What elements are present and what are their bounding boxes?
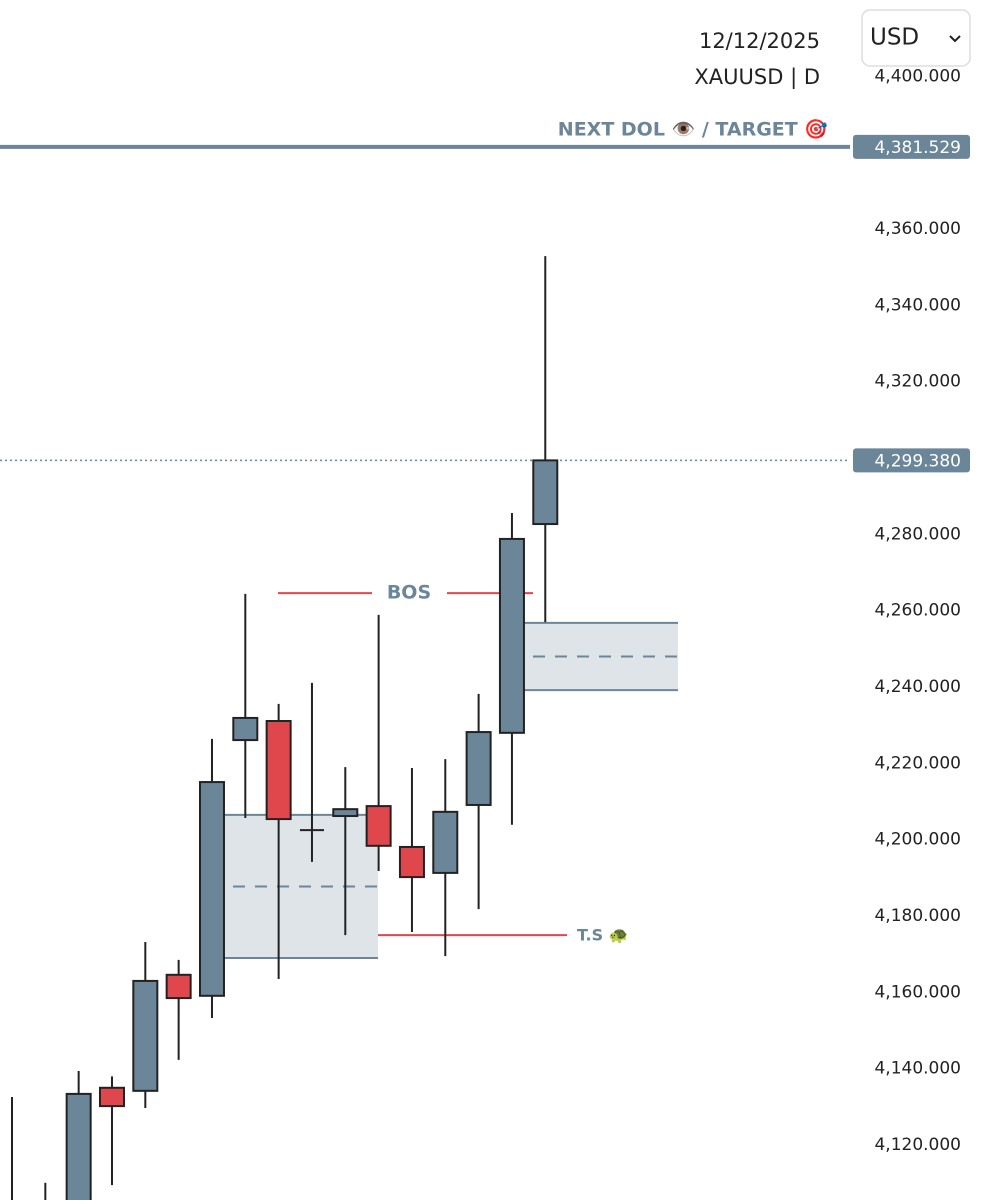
body [198,781,225,997]
bos-label: BOS [387,582,431,604]
price-badge-label: 4,299.380 [874,451,961,471]
select-box[interactable] [861,9,971,67]
y-tick-label: 4,200.000 [874,830,961,850]
body [365,805,392,847]
body [132,979,159,1092]
y-tick-label: 4,320.000 [874,372,961,392]
body [432,810,459,874]
header-bg [600,20,840,95]
price-badge [853,448,970,473]
body [498,537,525,734]
y-tick-label: 4,180.000 [874,906,961,926]
body [332,808,359,818]
y-tick-label: 4,220.000 [874,753,961,773]
y-tick-label: 4,280.000 [874,524,961,544]
ts-label: T.S 🐢 [577,926,629,945]
price-badge [853,134,970,159]
y-tick-label: 4,360.000 [874,219,961,239]
y-tick-label: 4,140.000 [874,1059,961,1079]
y-tick-label: 4,240.000 [874,677,961,697]
body [398,845,425,879]
header: 12/12/2025 XAUUSD | D USD [600,9,971,95]
body [98,1086,125,1108]
body [265,719,292,821]
chevron[interactable] [949,35,961,43]
y-tick-label: 4,160.000 [874,982,961,1002]
currency-select[interactable]: USD [861,9,971,67]
y-tick-label: 4,340.000 [874,295,961,315]
target-label: NEXT DOL 👁️ / TARGET 🎯 [558,118,829,140]
price-axis: 4,400.000 4,360.000 4,340.000 4,320.000 4,28… [853,66,970,1155]
body [65,1092,92,1200]
y-tick-label: 4,400.000 [874,66,961,86]
y-tick-label: 4,260.000 [874,601,961,621]
y-tick-label: 4,120.000 [874,1135,961,1155]
symbol: XAUUSD | D [694,65,820,90]
body [532,459,559,526]
body [165,973,192,1000]
price-badge-label: 4,381.529 [874,138,961,158]
currency[interactable]: USD [870,25,919,51]
plot-area: BOS T.S 🐢 [0,144,850,1200]
body [465,731,492,806]
date: 12/12/2025 [699,29,820,53]
body [232,716,259,742]
